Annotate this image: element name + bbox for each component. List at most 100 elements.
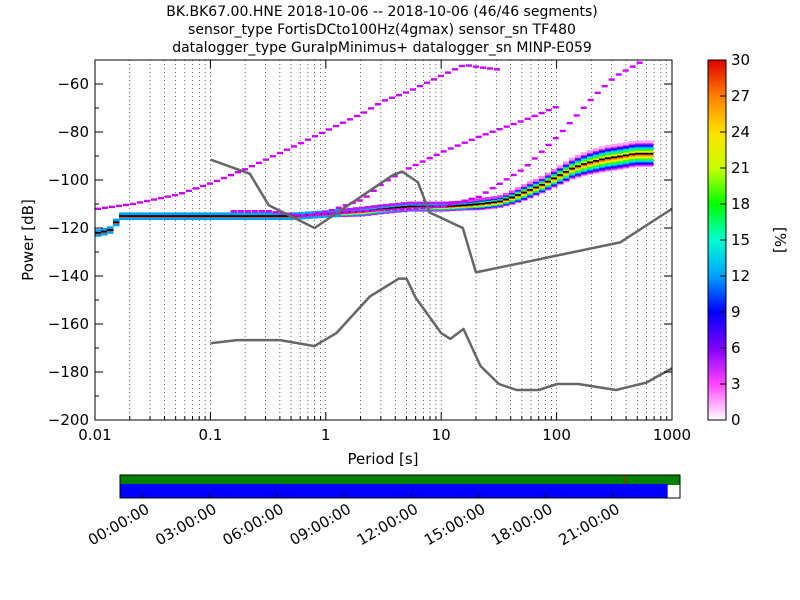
mode-cell: [527, 189, 534, 191]
density-cell: [215, 212, 222, 216]
harmonic-cell: [531, 157, 538, 160]
y-tick-label: −60: [57, 75, 89, 93]
harmonic-cell: [459, 64, 465, 68]
harmonic-cell: [629, 65, 636, 68]
density-cell: [365, 205, 372, 209]
harmonic-cell: [389, 96, 395, 99]
timeline-tick-label: 18:00:00: [488, 500, 555, 549]
harmonic-cell: [391, 175, 398, 178]
harmonic-cell: [452, 68, 458, 71]
mode-cell: [245, 215, 252, 217]
harmonic-cell: [487, 67, 493, 70]
mode-cell: [113, 221, 120, 224]
harmonic-cell: [347, 118, 353, 121]
density-cell: [317, 210, 324, 214]
density-cell: [107, 226, 114, 230]
mode-cell: [107, 229, 114, 231]
harmonic-cell: [270, 155, 276, 158]
harmonic-cell: [200, 184, 206, 188]
timeline-tick-label: 12:00:00: [354, 500, 421, 549]
colorbar-tick-label: 9: [731, 303, 741, 321]
harmonic-cell: [342, 211, 349, 214]
harmonic-cell: [447, 147, 454, 150]
mode-cell: [269, 215, 276, 217]
high-noise-model-line: [209, 158, 672, 274]
harmonic-cell: [468, 197, 475, 200]
density-cell: [125, 212, 132, 216]
y-tick-label: −120: [48, 219, 89, 237]
density-cell: [371, 205, 378, 208]
colorbar-tick-label: 30: [731, 51, 750, 69]
ppsd-plot: 0.01 0.1 1 10 100 1000 −200 −180 −160 −140 −120 −1…: [19, 59, 691, 468]
x-axis-label: Period [s]: [347, 450, 418, 468]
mode-cell: [203, 215, 210, 217]
harmonic-cell: [531, 114, 538, 118]
harmonic-cell: [207, 182, 213, 185]
density-cell: [173, 212, 180, 216]
mode-cell: [191, 215, 198, 217]
mode-cell: [563, 170, 570, 173]
mode-cell: [647, 152, 654, 155]
mode-cell: [413, 205, 420, 208]
harmonic-cell: [468, 138, 475, 141]
mode-cell: [131, 215, 138, 217]
mode-cell: [251, 215, 258, 217]
density-cell: [599, 146, 606, 150]
harmonic-cell: [130, 202, 136, 206]
harmonic-cell: [272, 211, 279, 214]
mode-cell: [599, 158, 606, 161]
density-cell: [443, 201, 450, 205]
density-cell: [299, 211, 306, 215]
coverage-timeline: 00:00:00 03:00:00 06:00:00 09:00:00 12:00:00…: [85, 474, 681, 549]
density-cell: [203, 212, 210, 216]
harmonic-cell: [636, 61, 643, 64]
harmonic-cell: [172, 193, 178, 197]
harmonic-cell: [403, 91, 409, 94]
mode-cell: [593, 159, 600, 162]
harmonic-cell: [431, 78, 437, 81]
mode-cell: [257, 215, 264, 217]
harmonic-cell: [375, 103, 381, 106]
timeline-tick-label: 15:00:00: [421, 500, 488, 549]
mode-cell: [119, 215, 126, 217]
timeline-frame: [119, 474, 681, 499]
harmonic-cell: [370, 209, 377, 212]
harmonic-cell: [480, 66, 486, 69]
harmonic-cell: [249, 164, 255, 168]
density-cell: [209, 212, 216, 216]
density-cell: [401, 202, 408, 205]
harmonic-cell: [305, 138, 311, 141]
harmonic-cell: [594, 91, 601, 95]
density-cell: [275, 212, 282, 216]
harmonic-cell: [622, 69, 629, 72]
density-cell: [557, 165, 564, 169]
harmonic-cell: [298, 141, 304, 145]
mode-cell: [95, 232, 102, 234]
density-cell: [551, 168, 558, 172]
mode-cell: [149, 215, 156, 217]
density-cell: [533, 178, 540, 182]
colorbar-tick-label: 24: [731, 123, 750, 141]
harmonic-cell: [552, 136, 559, 140]
harmonic-cell: [524, 117, 531, 121]
density-cell: [395, 202, 402, 206]
density-cell: [605, 144, 612, 148]
density-cell: [347, 207, 354, 211]
harmonic-cell: [291, 145, 297, 148]
mode-cell: [479, 202, 486, 205]
density-cell: [521, 184, 528, 187]
harmonic-cell: [396, 93, 402, 97]
mode-cell: [641, 152, 648, 155]
harmonic-cell: [461, 199, 468, 202]
harmonic-cell: [284, 148, 290, 151]
timeline-ticks: 00:00:00 03:00:00 06:00:00 09:00:00 12:00:00…: [85, 494, 623, 549]
mode-cell: [125, 215, 132, 217]
x-tick-label: 0.1: [198, 426, 222, 444]
mode-cell: [209, 215, 216, 217]
harmonic-cell: [601, 84, 608, 88]
harmonic-cell: [426, 206, 433, 209]
density-cell: [479, 197, 486, 201]
harmonic-cell: [440, 150, 447, 153]
mode-cell: [161, 215, 168, 217]
density-cell: [257, 212, 264, 216]
